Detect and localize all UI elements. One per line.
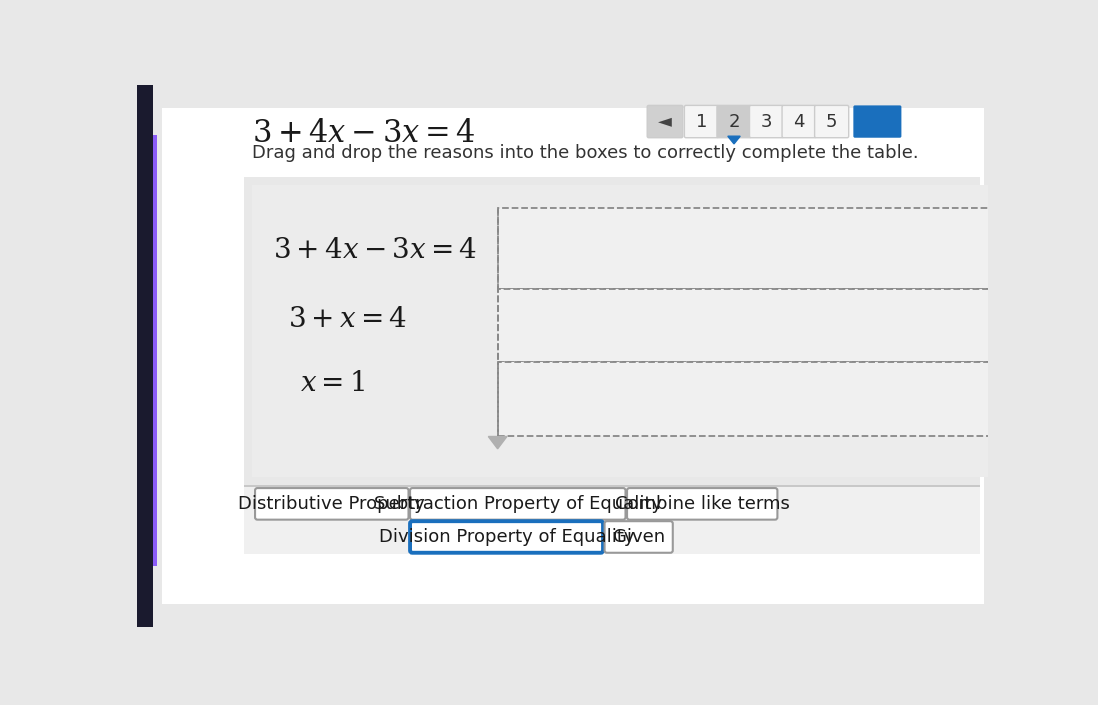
Bar (251, 185, 988, 477)
Text: Given: Given (613, 528, 664, 546)
Text: Subtraction Property of Equality: Subtraction Property of Equality (373, 495, 662, 513)
Text: 3: 3 (761, 113, 772, 130)
FancyBboxPatch shape (717, 105, 751, 137)
Bar (244, 177, 981, 485)
Bar (153, 135, 157, 566)
Text: Combine like terms: Combine like terms (615, 495, 789, 513)
FancyBboxPatch shape (782, 105, 816, 137)
Text: $3 + 4x - 3x = 4$: $3 + 4x - 3x = 4$ (251, 119, 475, 148)
Text: Division Property of Equality: Division Property of Equality (379, 528, 635, 546)
FancyBboxPatch shape (750, 105, 784, 137)
FancyBboxPatch shape (410, 521, 603, 553)
Text: 4: 4 (794, 113, 805, 130)
Bar (137, 85, 153, 627)
Text: $x = 1$: $x = 1$ (300, 369, 366, 397)
Text: $3 + x = 4$: $3 + x = 4$ (289, 305, 407, 333)
Text: Distributive Property: Distributive Property (238, 495, 425, 513)
FancyBboxPatch shape (605, 521, 673, 553)
Bar (244, 485, 981, 486)
FancyBboxPatch shape (684, 105, 718, 137)
Bar (244, 486, 981, 554)
Bar (497, 288, 994, 362)
Text: ◄: ◄ (658, 113, 672, 130)
FancyBboxPatch shape (647, 105, 683, 137)
Text: 2: 2 (728, 113, 740, 130)
Text: Drag and drop the reasons into the boxes to correctly complete the table.: Drag and drop the reasons into the boxes… (251, 144, 919, 162)
Polygon shape (489, 436, 507, 449)
FancyBboxPatch shape (815, 105, 849, 137)
FancyBboxPatch shape (255, 488, 408, 520)
FancyBboxPatch shape (853, 105, 901, 137)
Bar (497, 362, 994, 436)
FancyBboxPatch shape (410, 488, 626, 520)
Bar (497, 208, 994, 288)
FancyBboxPatch shape (627, 488, 777, 520)
Text: 1: 1 (696, 113, 707, 130)
Polygon shape (728, 136, 740, 144)
Text: $3 + 4x - 3x = 4$: $3 + 4x - 3x = 4$ (273, 236, 477, 264)
Text: 5: 5 (826, 113, 838, 130)
